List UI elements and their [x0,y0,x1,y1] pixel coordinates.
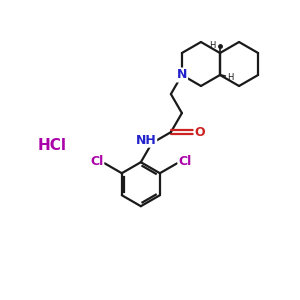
Text: H: H [227,73,233,82]
Text: Cl: Cl [90,155,103,168]
Text: H: H [210,41,216,50]
Text: N: N [177,68,187,82]
Text: O: O [195,126,205,139]
Text: Cl: Cl [178,155,192,168]
Text: HCl: HCl [38,137,67,152]
Text: NH: NH [136,134,156,147]
